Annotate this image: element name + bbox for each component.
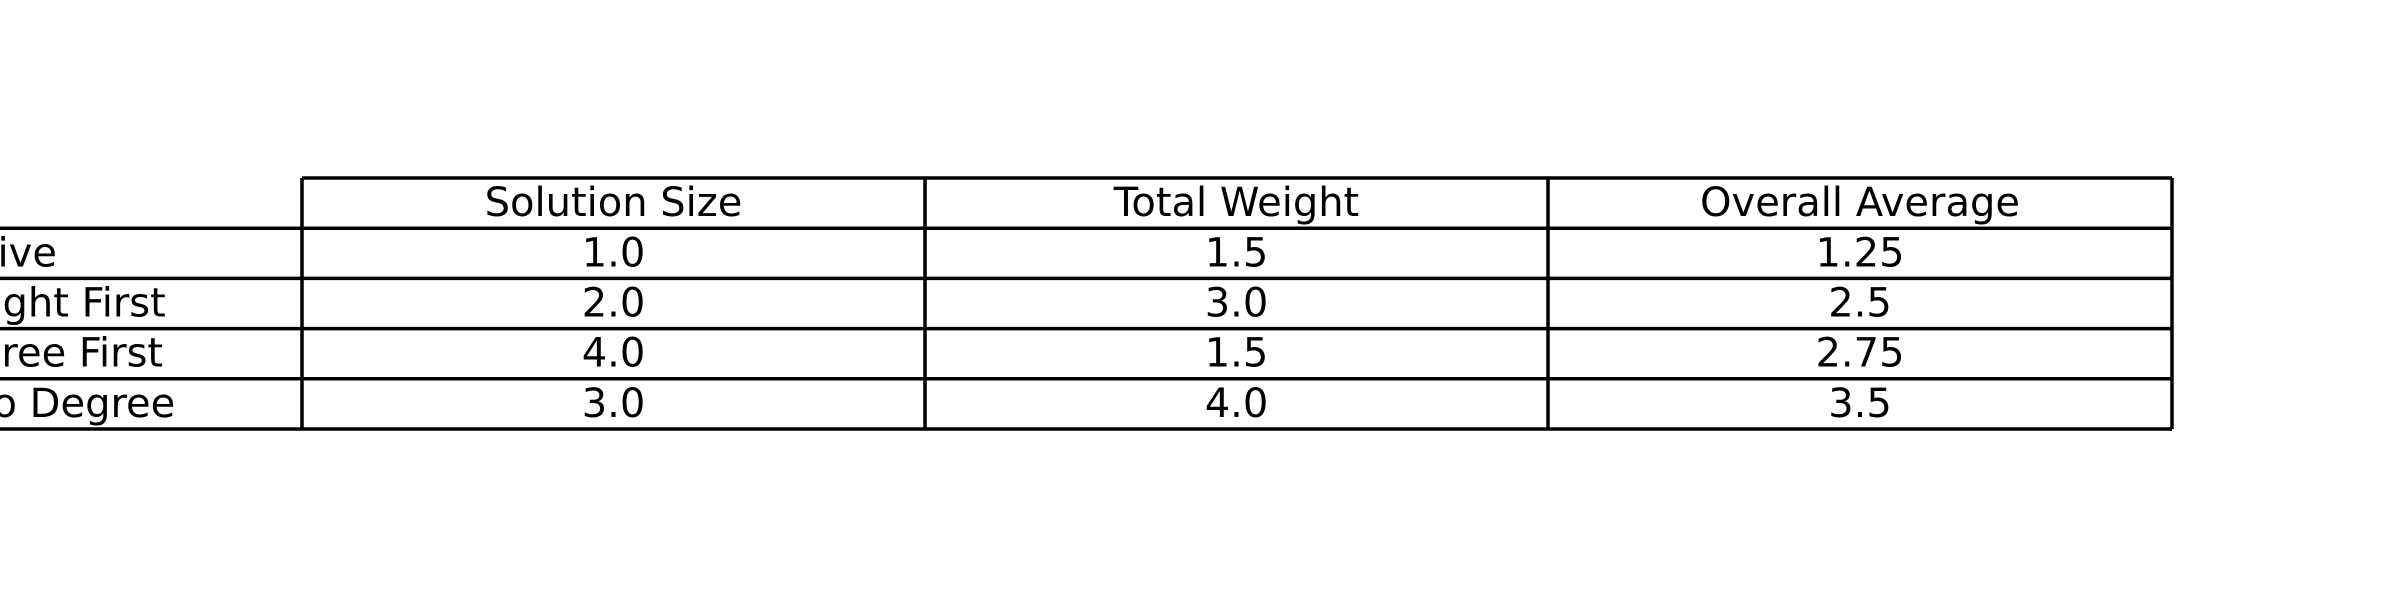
table-cell: 2.0 [582,281,646,327]
row-label: Weight to Degree [0,381,175,427]
table-cell: 3.5 [1828,381,1892,427]
table-cell: 2.75 [1815,331,1904,377]
row-label: Naive [0,230,57,276]
row-label: Max Weight First [0,281,166,327]
table-cell: 1.0 [582,230,646,276]
table-cell: 3.0 [1205,281,1269,327]
table-cell: 2.5 [1828,281,1892,327]
column-header: Solution Size [485,180,743,226]
table-text: Solution Size Total Weight Overall Average… [0,180,2020,427]
table-grid [0,176,2174,431]
table-cell: 1.5 [1205,331,1269,377]
table-cell: 1.25 [1815,230,1904,276]
table-cell: 3.0 [582,381,646,427]
table-cell: 4.0 [582,331,646,377]
row-label: Min Degree First [0,331,163,377]
table-cell: 4.0 [1205,381,1269,427]
table-cell: 1.5 [1205,230,1269,276]
column-header: Total Weight [1113,180,1360,226]
column-header: Overall Average [1700,180,2020,226]
